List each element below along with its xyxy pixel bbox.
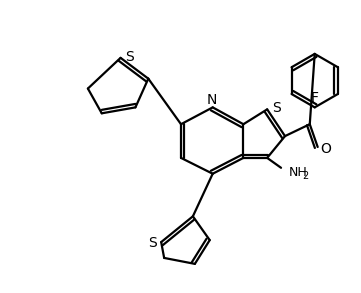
Text: O: O — [320, 142, 331, 156]
Text: S: S — [272, 101, 280, 115]
Text: F: F — [311, 91, 319, 105]
Text: S: S — [148, 236, 157, 250]
Text: 2: 2 — [302, 171, 309, 181]
Text: S: S — [125, 50, 134, 64]
Text: NH: NH — [289, 166, 308, 179]
Text: N: N — [206, 93, 217, 108]
